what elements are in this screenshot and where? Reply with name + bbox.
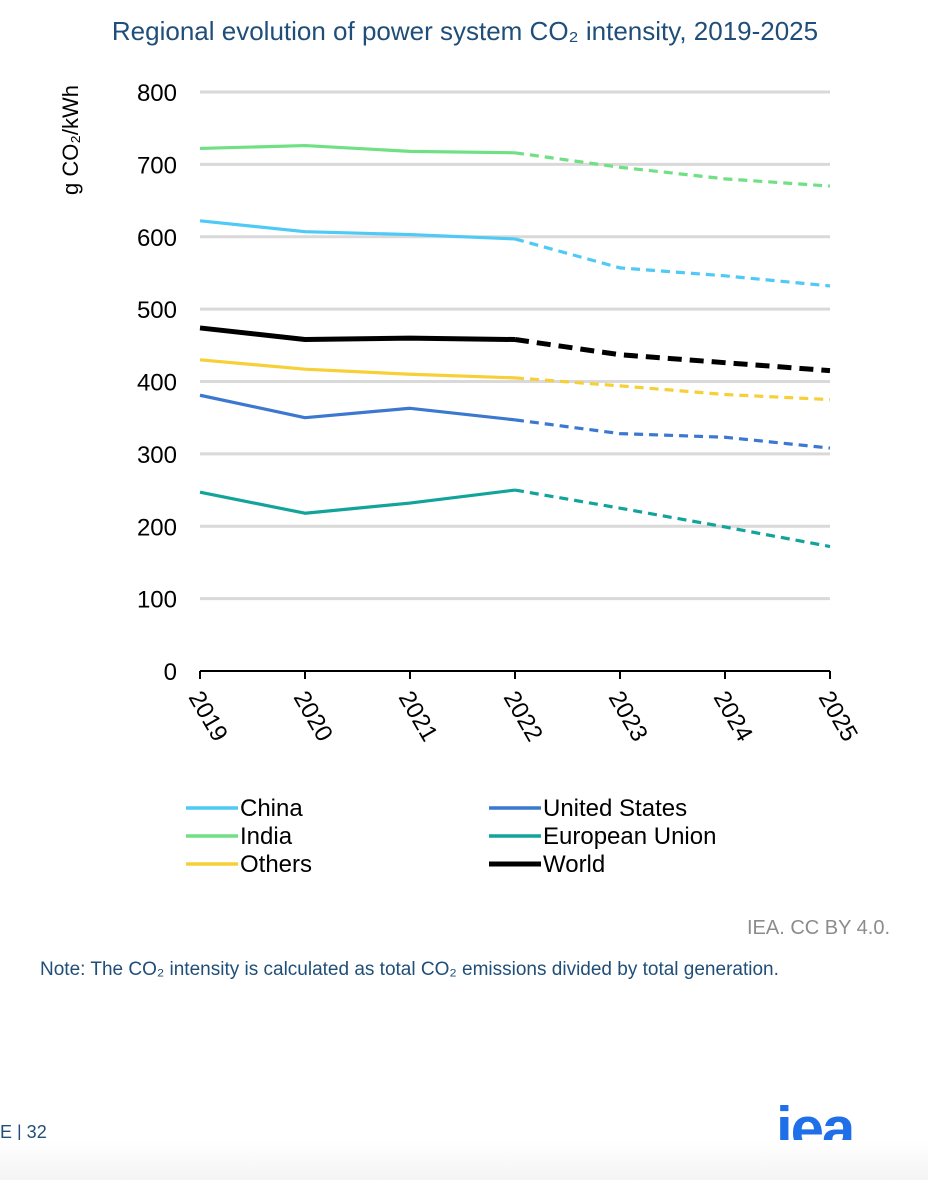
chart-title: Regional evolution of power system CO₂ i… [111, 16, 819, 46]
y-axis-title: g CO₂/kWh [58, 85, 83, 195]
series-lines [199, 143, 831, 549]
page-number: E | 32 [0, 1122, 47, 1142]
x-tick-label: 2023 [603, 687, 653, 747]
legend-label: China [240, 795, 303, 822]
credit-text: IEA. CC BY 4.0. [746, 917, 890, 939]
legend-label: European Union [543, 823, 716, 850]
gridlines [200, 90, 830, 601]
legend-label: India [240, 823, 293, 850]
line-chart: 0 100 200 300 400 500 600 700 800 2019 2020 2021 202… [58, 80, 863, 878]
y-tick-label: 200 [137, 514, 177, 541]
legend: China United States India European Union Oth… [186, 795, 716, 878]
y-tick-label: 300 [137, 442, 177, 469]
legend-label: Others [240, 851, 312, 878]
note-text: Note: The CO₂ intensity is calculated as… [40, 959, 779, 980]
series-india-projected [514, 151, 831, 188]
legend-item-others: Others [186, 851, 312, 878]
series-european-union-projected [514, 488, 831, 549]
series-united-states-historical [199, 393, 516, 422]
legend-item-india: India [186, 823, 293, 850]
series-world-historical [199, 325, 516, 343]
y-tick-label: 500 [137, 297, 177, 324]
x-tick-label: 2021 [393, 687, 443, 747]
y-tick-label: 400 [137, 370, 177, 397]
series-world-projected [514, 337, 831, 374]
series-united-states-projected [514, 418, 831, 450]
legend-label: United States [543, 795, 687, 822]
legend-item-united-states: United States [489, 795, 687, 822]
x-tick-label: 2024 [708, 687, 758, 747]
y-tick-label: 100 [137, 587, 177, 614]
legend-item-european-union: European Union [489, 823, 716, 850]
series-european-union-historical [199, 488, 516, 515]
legend-item-china: China [186, 795, 303, 822]
y-tick-label: 700 [137, 152, 177, 179]
x-tick-label: 2025 [813, 687, 863, 747]
x-tick-label: 2019 [183, 687, 233, 747]
series-china-projected [514, 237, 831, 288]
legend-item-world: World [489, 851, 605, 878]
series-india-historical [199, 143, 516, 155]
series-china-historical [199, 219, 516, 241]
series-others-historical [199, 358, 516, 380]
y-tick-label: 800 [137, 80, 177, 107]
y-tick-label: 0 [164, 659, 177, 686]
y-tick-label: 600 [137, 225, 177, 252]
x-tick-label: 2020 [288, 687, 338, 747]
legend-label: World [543, 851, 605, 878]
series-others-projected [514, 376, 831, 402]
x-tick-label: 2022 [498, 687, 548, 747]
footer-band [0, 1140, 928, 1180]
